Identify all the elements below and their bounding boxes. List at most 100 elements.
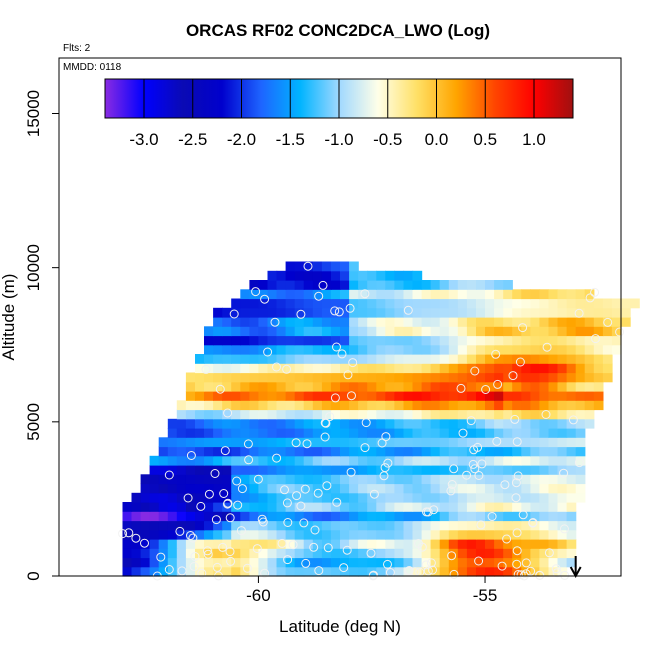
heatmap-cell — [240, 511, 250, 522]
heatmap-cell — [330, 270, 341, 281]
heatmap-cell — [430, 363, 441, 374]
heatmap-cell — [349, 465, 359, 475]
observation-point — [320, 432, 330, 442]
observation-point — [283, 555, 293, 565]
heatmap-cell — [167, 492, 178, 503]
heatmap-cell — [557, 557, 568, 568]
observation-point — [423, 566, 433, 576]
heatmap-cell — [430, 354, 441, 364]
heatmap-cell — [485, 502, 495, 512]
heatmap-cell — [312, 492, 323, 503]
heatmap-cell — [303, 317, 314, 327]
heatmap-cell — [530, 372, 541, 383]
observation-point — [360, 289, 370, 299]
heatmap-cell — [557, 409, 568, 420]
heatmap-cell — [321, 400, 332, 411]
observation-point — [502, 534, 512, 544]
observation-point — [282, 498, 292, 508]
heatmap-cell — [303, 280, 314, 290]
heatmap-cell — [439, 502, 450, 512]
heatmap-cell — [249, 400, 260, 411]
heatmap-cell — [403, 381, 414, 392]
heatmap-cell — [503, 326, 513, 337]
heatmap-cell — [294, 492, 305, 503]
y-axis-label: Altitude (m) — [0, 274, 18, 361]
heatmap-cell — [367, 344, 377, 355]
heatmap-cell — [276, 335, 287, 346]
heatmap-cell — [430, 548, 441, 559]
heatmap-cell — [303, 511, 314, 522]
heatmap-cell — [276, 381, 287, 392]
heatmap-cell — [176, 474, 187, 485]
heatmap-cell — [548, 391, 559, 401]
observation-point — [574, 308, 584, 318]
heatmap-cell — [494, 372, 504, 383]
heatmap-cell — [412, 391, 423, 401]
heatmap-cell — [485, 446, 495, 457]
heatmap-cell — [231, 391, 241, 401]
heatmap-cell — [439, 409, 450, 420]
heatmap-cell — [566, 455, 577, 466]
heatmap-cell — [494, 455, 504, 466]
observation-point — [497, 561, 507, 571]
heatmap-cell — [240, 539, 250, 549]
heatmap-cell — [294, 437, 305, 448]
heatmap-cell — [231, 539, 241, 549]
heatmap-cell — [276, 391, 287, 401]
heatmap-cell — [349, 391, 359, 401]
heatmap-cell — [548, 428, 559, 438]
observation-point — [369, 489, 379, 499]
heatmap-cell — [430, 298, 441, 309]
heatmap-cell — [222, 354, 232, 364]
heatmap-cell — [548, 289, 559, 300]
heatmap-cell — [267, 354, 278, 364]
observation-point — [615, 327, 625, 337]
observation-point — [403, 305, 413, 315]
heatmap-cell — [213, 400, 223, 411]
heatmap-cell — [340, 539, 350, 549]
heatmap-cell — [204, 344, 214, 355]
heatmap-cell — [176, 455, 187, 466]
observation-point — [260, 294, 270, 304]
observation-point — [309, 542, 319, 552]
heatmap-cell — [276, 520, 287, 531]
heatmap-cell — [521, 372, 531, 383]
observation-point — [468, 459, 478, 469]
heatmap-cell — [439, 335, 450, 346]
heatmap-cell — [267, 428, 278, 438]
heatmap-cell — [294, 483, 305, 494]
heatmap-cell — [521, 409, 531, 420]
heatmap-cell — [593, 372, 604, 383]
heatmap-cell — [213, 437, 223, 448]
heatmap-cell — [149, 474, 160, 485]
heatmap-cell — [539, 474, 550, 485]
heatmap-cell — [557, 465, 568, 475]
heatmap-cell — [485, 474, 495, 485]
heatmap-cell — [303, 400, 314, 411]
heatmap-cell — [494, 317, 504, 327]
observation-point — [535, 570, 545, 580]
heatmap-cell — [503, 455, 513, 466]
heatmap-cell — [213, 418, 223, 429]
observation-point — [283, 518, 293, 527]
observation-point — [186, 531, 195, 540]
heatmap-cell — [566, 326, 577, 337]
y-tick-label: 0 — [24, 571, 43, 580]
heatmap-cell — [521, 474, 531, 485]
observation-point — [219, 489, 229, 498]
observation-point — [477, 459, 487, 469]
heatmap-cell — [195, 492, 205, 503]
heatmap-cell — [367, 280, 377, 290]
heatmap-cell — [494, 400, 504, 411]
heatmap-cell — [439, 548, 450, 559]
heatmap-cell — [421, 437, 432, 448]
heatmap-cell — [394, 511, 405, 522]
heatmap-cell — [303, 566, 314, 577]
heatmap-cell — [466, 557, 477, 568]
heatmap-cell — [403, 418, 414, 429]
heatmap-cell — [503, 381, 513, 392]
heatmap-cell — [340, 326, 350, 337]
heatmap-cell — [584, 400, 595, 411]
heatmap-cell — [566, 483, 577, 494]
